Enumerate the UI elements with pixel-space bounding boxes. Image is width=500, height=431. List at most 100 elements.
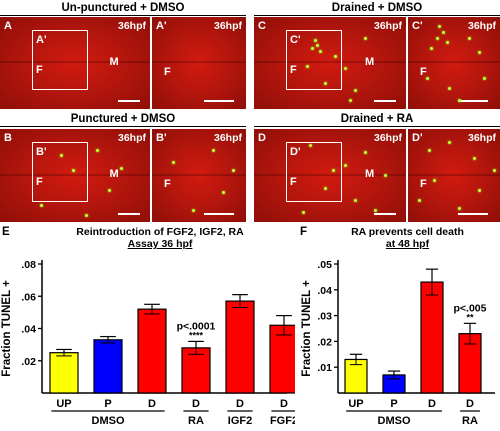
panel-e-title-line2: Assay 36 hpf [127, 238, 193, 250]
tunel-signal [478, 189, 481, 192]
x-tick-label: P [104, 398, 111, 410]
tunel-signal [448, 141, 451, 144]
chart-f: Fraction TUNEL + .01 .02 .03 .04 .05 UP P D D DMSO… [301, 259, 495, 427]
tunel-signal [332, 169, 335, 172]
tunel-signal [108, 189, 111, 192]
tunel-signal [319, 50, 322, 53]
group-label: RA [462, 415, 478, 427]
micrograph-a: A 36hpf F M A' [0, 17, 150, 109]
timepoint-label: 36hpf [373, 132, 402, 144]
tunel-signal [344, 67, 347, 70]
panel-label: C' [412, 20, 423, 32]
x-tick-label: D [428, 398, 436, 410]
scale-bar [204, 100, 234, 102]
group-label: DMSO [92, 415, 125, 427]
bar [420, 281, 444, 394]
y-tick-label: .06 [21, 291, 36, 303]
panel-f-title-line1: RA prevents cell death [351, 226, 464, 238]
scale-bar [458, 213, 488, 215]
midbrain-marker: M [364, 168, 375, 180]
forebrain-marker: F [290, 64, 297, 76]
tunel-signal [428, 149, 431, 152]
inset-label: B' [36, 146, 47, 158]
scale-bar [118, 100, 140, 102]
bar [225, 300, 255, 394]
panel-label: D' [412, 132, 423, 144]
tunel-signal [72, 169, 75, 172]
header-punctured-dmso: Punctured + DMSO [0, 113, 246, 127]
tunel-signal [120, 167, 123, 170]
group-label: RA [188, 415, 204, 427]
tunel-signal [344, 164, 347, 167]
panel-f-title: RA prevents cell death at 48 hpf [320, 226, 495, 250]
midbrain-marker: M [364, 56, 375, 68]
tunel-signal [311, 47, 314, 50]
tunel-signal [40, 204, 43, 207]
x-tick-label: UP [348, 398, 363, 410]
bar [49, 352, 79, 394]
inset-box: B' [32, 142, 88, 202]
y-tick-label: .04 [21, 324, 36, 336]
timepoint-label: 36hpf [213, 132, 242, 144]
tunel-signal [493, 169, 496, 172]
timepoint-label: 36hpf [467, 20, 496, 32]
forebrain-marker: F [164, 178, 171, 190]
tunel-signal [85, 214, 88, 217]
tissue-shading [254, 61, 406, 63]
forebrain-marker: F [36, 64, 43, 76]
tunel-signal [212, 149, 215, 152]
tunel-signal [426, 77, 429, 80]
tunel-signal [354, 199, 357, 202]
tunel-signal [314, 39, 317, 42]
header-unpunctured-dmso: Un-punctured + DMSO [0, 2, 246, 16]
midbrain-marker: M [109, 168, 119, 180]
bar [93, 339, 123, 394]
tunel-signal [96, 149, 99, 152]
tunel-signal [446, 41, 449, 44]
tunel-signal [222, 191, 225, 194]
header-drained-ra: Drained + RA [254, 113, 500, 127]
micrograph-c: C 36hpf F M C' [254, 17, 406, 109]
scale-bar [118, 213, 140, 215]
tunel-signal [302, 211, 305, 214]
tunel-signal [364, 37, 367, 40]
x-tick-label: P [390, 398, 397, 410]
scale-bar [374, 100, 396, 102]
tissue-shading [0, 61, 150, 63]
tunel-signal [483, 77, 486, 80]
panel-label: A [4, 20, 12, 32]
chart-e: Fraction TUNEL + .02 .04 .06 .08 UP P D D D D DMSO R… [1, 259, 295, 427]
panel-f-title-line2: at 48 hpf [385, 238, 430, 250]
tissue-shading [254, 174, 406, 176]
scale-bar [374, 213, 396, 215]
y-axis-label: Fraction TUNEL + [1, 280, 13, 377]
y-tick-label: .02 [317, 336, 332, 348]
header-drained-dmso: Drained + DMSO [254, 2, 500, 16]
tunel-signal [433, 179, 436, 182]
forebrain-marker: F [420, 178, 427, 190]
micrograph-a-prime: A' 36hpf F [152, 17, 246, 109]
tunel-signal [364, 151, 367, 154]
x-tick-label: D [280, 398, 288, 410]
y-tick-label: .08 [21, 259, 36, 271]
header-underline [254, 126, 500, 127]
inset-label: A' [36, 34, 47, 46]
tunel-signal [334, 55, 337, 58]
tunel-signal [192, 209, 195, 212]
panel-letter-f: F [300, 226, 308, 238]
tunel-signal [448, 87, 451, 90]
y-tick-label: .03 [317, 311, 332, 323]
scale-bar [458, 100, 488, 102]
tunel-signal [473, 157, 476, 160]
panel-letter-e: E [2, 226, 10, 238]
tunel-signal [324, 82, 327, 85]
micrograph-b-prime: B' 36hpf F [152, 129, 246, 222]
tunel-signal [324, 187, 327, 190]
tissue-shading [0, 174, 150, 176]
y-tick-label: .04 [317, 285, 332, 297]
micrograph-c-prime: C' 36hpf F [408, 17, 500, 109]
micrograph-d-prime: D' 36hpf F [408, 129, 500, 222]
significance-stars: ** [466, 312, 474, 322]
tunel-signal [309, 144, 312, 147]
panel-e-title: Reintroduction of FGF2, IGF2, RA Assay 3… [30, 226, 290, 250]
